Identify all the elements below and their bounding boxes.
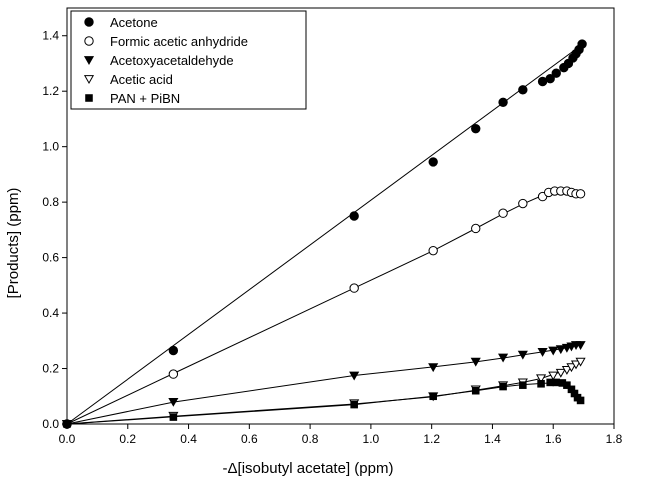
legend: Acetone Formic acetic anhydride Acetoxyace… — [71, 11, 306, 109]
data-point-series-4 — [519, 381, 527, 389]
data-point-series-1 — [429, 246, 437, 254]
data-point-series-1 — [499, 209, 507, 217]
data-point-series-4 — [577, 397, 585, 405]
x-tick-label: 0.2 — [119, 432, 136, 446]
legend-label: Acetone — [110, 15, 158, 30]
x-tick-label: 0.6 — [241, 432, 258, 446]
y-tick-label: 1.2 — [42, 84, 59, 98]
legend-label: Acetoxyacetaldehyde — [110, 53, 234, 68]
legend-marker — [85, 94, 93, 102]
x-tick-label: 0.8 — [302, 432, 319, 446]
legend-marker — [85, 37, 93, 45]
x-tick-label: 0.4 — [180, 432, 197, 446]
y-axis-title: [Products] (ppm) — [5, 188, 22, 299]
y-tick-label: 0.4 — [42, 306, 59, 320]
data-point-series-0 — [519, 86, 527, 94]
x-tick-label: 0.0 — [59, 432, 76, 446]
y-tick-label: 0.6 — [42, 251, 59, 265]
y-tick-label: 0.0 — [42, 417, 59, 431]
fit-line-series-3 — [67, 361, 582, 424]
x-tick-label: 1.2 — [423, 432, 440, 446]
legend-label: PAN + PiBN — [110, 91, 180, 106]
y-tick-label: 0.2 — [42, 362, 59, 376]
y-tick-label: 1.4 — [42, 29, 59, 43]
data-point-series-0 — [472, 124, 480, 132]
data-point-series-4 — [350, 401, 358, 409]
data-point-series-1 — [519, 199, 527, 207]
x-axis-title: -Δ[isobutyl acetate] (ppm) — [223, 460, 394, 477]
legend-label: Formic acetic anhydride — [110, 34, 248, 49]
y-tick-label: 1.0 — [42, 140, 59, 154]
legend-marker — [85, 18, 93, 26]
legend-label: Acetic acid — [110, 72, 173, 87]
data-point-series-0 — [169, 346, 177, 354]
data-point-series-1 — [576, 190, 584, 198]
data-point-series-0 — [499, 98, 507, 106]
x-tick-label: 1.4 — [484, 432, 501, 446]
data-point-series-4 — [537, 380, 545, 388]
y-tick-label: 0.8 — [42, 195, 59, 209]
data-point-series-0 — [552, 69, 560, 77]
data-point-series-4 — [472, 387, 480, 395]
data-point-series-1 — [169, 370, 177, 378]
data-point-series-1 — [472, 224, 480, 232]
x-tick-label: 1.8 — [606, 432, 623, 446]
x-tick-label: 1.6 — [545, 432, 562, 446]
data-point-series-0 — [429, 158, 437, 166]
data-point-series-4 — [499, 383, 507, 391]
data-point-series-4 — [170, 413, 178, 421]
data-point-series-0 — [578, 40, 586, 48]
data-point-series-4 — [429, 392, 437, 400]
data-point-series-1 — [350, 284, 358, 292]
x-tick-label: 1.0 — [363, 432, 380, 446]
data-point-series-0 — [350, 212, 358, 220]
